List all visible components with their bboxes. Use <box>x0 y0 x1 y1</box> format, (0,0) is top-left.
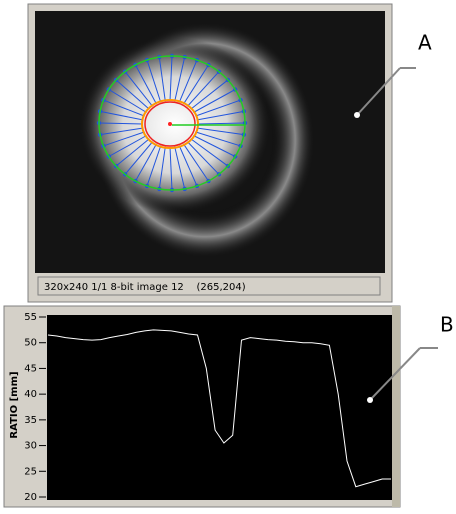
spoke <box>178 59 198 103</box>
label-a: A <box>418 31 432 55</box>
spoke <box>135 64 157 105</box>
status-text: 320x240 1/1 8-bit image 12 (265,204) <box>44 282 246 293</box>
spoke <box>178 145 198 187</box>
spoke <box>169 55 173 102</box>
dot-a <box>354 112 360 118</box>
spoke <box>100 127 144 136</box>
spoke <box>190 79 229 110</box>
outer-ring <box>98 55 246 191</box>
y-tick-label: 50 <box>24 338 37 349</box>
y-axis-label: RATIO [mm] <box>9 371 20 438</box>
spoke <box>195 99 241 117</box>
dot-b <box>367 397 373 403</box>
leader-a <box>356 67 401 116</box>
spoke <box>169 146 173 191</box>
center-dot <box>168 122 172 126</box>
spoke <box>186 141 220 175</box>
chart-scroll <box>392 306 400 507</box>
spoke <box>146 145 162 187</box>
spoke <box>146 59 162 103</box>
spoke <box>103 131 145 147</box>
y-tick-label: 30 <box>24 441 37 452</box>
spoke <box>196 110 244 121</box>
spoke <box>196 122 246 125</box>
label-b: B <box>440 313 454 337</box>
chart: 20 25 30 35 40 45 50 55 <box>24 312 391 503</box>
y-tick-label: 25 <box>24 466 37 477</box>
spoke <box>183 143 209 182</box>
leader-b <box>369 347 421 401</box>
spoke <box>108 89 147 113</box>
y-tick-label: 55 <box>24 312 37 323</box>
y-tick-label: 35 <box>24 415 37 426</box>
spoke <box>183 64 209 105</box>
spoke <box>98 122 144 125</box>
y-tick-label: 45 <box>24 363 37 374</box>
spoke <box>158 146 166 190</box>
status-bar <box>37 276 381 296</box>
spoke <box>193 89 236 113</box>
spoke <box>193 135 236 157</box>
data-line <box>47 329 391 488</box>
spoke <box>124 141 154 175</box>
spoke <box>186 71 220 107</box>
inner-ring <box>141 99 199 149</box>
spoke <box>103 99 145 117</box>
spoke <box>108 135 147 157</box>
spoke <box>174 146 186 190</box>
spoke <box>190 138 229 167</box>
spoke <box>135 143 157 182</box>
plot-area <box>47 315 392 500</box>
spoke <box>196 127 244 136</box>
spoke <box>174 56 186 102</box>
spoke <box>158 56 166 102</box>
y-tick-label: 40 <box>24 389 37 400</box>
spoke <box>195 131 241 147</box>
spoke <box>115 79 150 110</box>
spoke <box>115 138 150 167</box>
y-tick-label: 20 <box>24 492 37 503</box>
inner-ring-red <box>144 101 196 147</box>
spoke <box>124 71 154 107</box>
spokes <box>96 53 248 193</box>
spoke <box>100 110 144 121</box>
